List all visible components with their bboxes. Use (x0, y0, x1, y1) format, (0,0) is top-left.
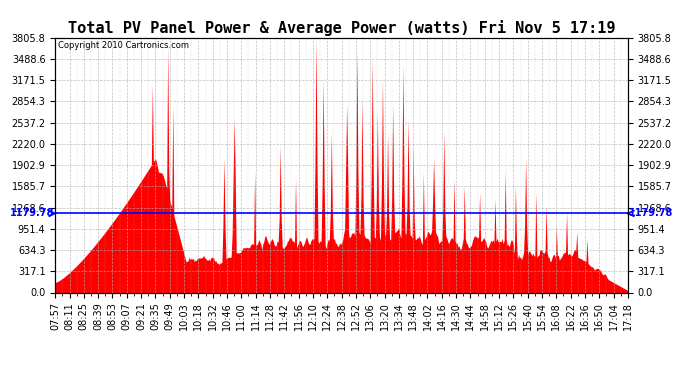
Text: 1179.78: 1179.78 (629, 209, 673, 219)
Text: 1179.78: 1179.78 (10, 209, 55, 219)
Text: Copyright 2010 Cartronics.com: Copyright 2010 Cartronics.com (58, 41, 189, 50)
Title: Total PV Panel Power & Average Power (watts) Fri Nov 5 17:19: Total PV Panel Power & Average Power (wa… (68, 20, 615, 36)
